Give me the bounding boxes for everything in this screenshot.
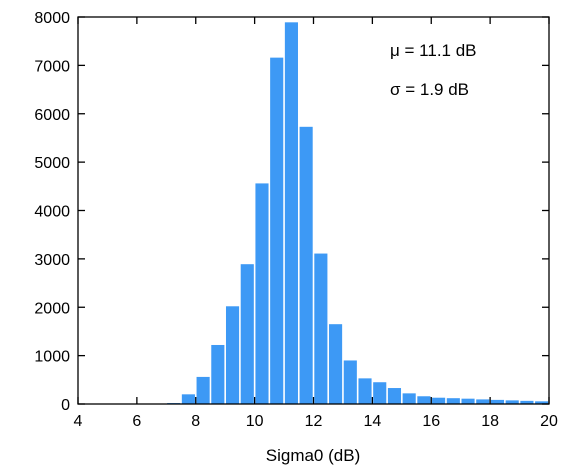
histogram-bar <box>402 393 416 404</box>
x-tick-label: 6 <box>132 413 141 430</box>
histogram-bar <box>505 400 519 404</box>
histogram-bar <box>387 388 402 404</box>
x-tick-label: 10 <box>246 413 264 430</box>
x-tick-label: 18 <box>481 413 499 430</box>
x-tick-label: 16 <box>422 413 440 430</box>
x-tick-label: 14 <box>363 413 381 430</box>
tick-labels-group: 4 6 8 10 12 14 16 18 20 0 1000 2000 3000 4000 5000 6000… <box>34 10 558 430</box>
histogram-bar <box>314 253 328 404</box>
histogram-bar <box>196 376 210 404</box>
x-tick-label: 12 <box>305 413 323 430</box>
histogram-bar <box>373 382 387 404</box>
histogram-bar <box>181 394 195 404</box>
y-tick-label: 6000 <box>34 107 70 124</box>
plot-frame <box>77 16 550 405</box>
annotation-mean: μ = 11.1 dB <box>390 41 477 60</box>
histogram-bar <box>225 306 240 404</box>
histogram-bar <box>432 397 446 404</box>
histogram-bar <box>255 183 269 404</box>
y-tick-label: 1000 <box>34 349 70 366</box>
y-tick-label: 8000 <box>34 10 70 27</box>
axes-group <box>77 16 550 405</box>
histogram-bar <box>476 399 490 404</box>
x-tick-label: 8 <box>191 413 200 430</box>
y-tick-label: 4000 <box>34 204 70 221</box>
histogram-bar <box>284 22 298 404</box>
histogram-bar <box>329 324 343 404</box>
y-tick-label: 3000 <box>34 252 70 269</box>
x-tick-label: 4 <box>74 413 83 430</box>
histogram-bar <box>270 57 284 404</box>
histogram-bar <box>461 398 475 404</box>
x-tick-label: 20 <box>540 413 558 430</box>
histogram-bar <box>535 401 549 404</box>
y-tick-label: 7000 <box>34 58 70 75</box>
histogram-bar <box>417 396 431 404</box>
histogram-bar <box>490 399 505 404</box>
histogram-bar <box>240 264 254 404</box>
y-tick-label: 5000 <box>34 155 70 172</box>
histogram-bar <box>358 378 372 404</box>
histogram-bar <box>211 344 225 404</box>
histogram-bar <box>299 126 313 404</box>
y-tick-label: 2000 <box>34 300 70 317</box>
bars-group <box>167 22 549 404</box>
x-axis-label: Sigma0 (dB) <box>266 446 360 465</box>
annotation-sigma: σ = 1.9 dB <box>390 80 469 99</box>
histogram-bar <box>520 400 534 404</box>
histogram-bar <box>343 360 357 404</box>
histogram-bar <box>446 398 460 404</box>
y-tick-label: 0 <box>61 397 70 414</box>
